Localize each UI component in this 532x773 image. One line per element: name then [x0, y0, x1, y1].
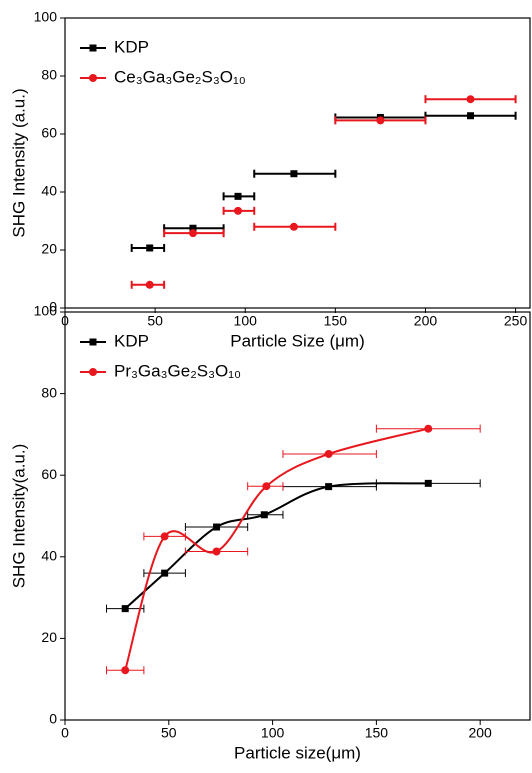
- y-tick-label: 0: [49, 711, 57, 727]
- marker: [325, 483, 333, 491]
- x-tick-label: 100: [234, 313, 258, 329]
- legend-label: KDP: [114, 37, 149, 56]
- legend-label: Pr₃Ga₃Ge₂S₃O₁₀: [114, 361, 241, 380]
- marker: [121, 666, 130, 675]
- marker: [466, 95, 475, 104]
- marker: [424, 424, 433, 433]
- legend-label: KDP: [114, 331, 149, 350]
- x-tick-label: 150: [365, 725, 389, 741]
- marker: [189, 224, 197, 232]
- y-tick-label: 100: [34, 9, 58, 25]
- y-tick-label: 0: [49, 299, 57, 315]
- x-tick-label: 150: [324, 313, 348, 329]
- y-axis-title: SHG Intensity(a.u.): [9, 444, 28, 589]
- plot-frame: [64, 311, 531, 721]
- marker: [146, 244, 154, 252]
- marker: [145, 280, 154, 289]
- marker: [290, 170, 298, 178]
- series-line: [124, 482, 429, 610]
- legend-marker: [89, 338, 97, 346]
- y-tick-label: 100: [34, 303, 58, 319]
- plot-frame: [64, 17, 531, 309]
- marker: [161, 569, 169, 577]
- y-tick-label: 40: [41, 183, 57, 199]
- marker: [424, 479, 432, 487]
- series-line: [124, 427, 429, 671]
- marker: [262, 482, 271, 491]
- y-tick-label: 20: [41, 241, 57, 257]
- x-tick-label: 200: [414, 313, 438, 329]
- y-tick-label: 80: [41, 67, 57, 83]
- x-tick-label: 100: [261, 725, 285, 741]
- y-tick-label: 60: [41, 125, 57, 141]
- x-axis-title: Particle Size (μm): [230, 331, 364, 350]
- y-tick-label: 40: [41, 548, 57, 564]
- y-tick-label: 80: [41, 384, 57, 400]
- y-tick-label: 20: [41, 629, 57, 645]
- x-tick-label: 50: [161, 725, 177, 741]
- y-tick-label: 60: [41, 466, 57, 482]
- marker: [188, 229, 197, 238]
- y-axis-title: SHG Intensity (a.u.): [9, 88, 28, 237]
- x-tick-label: 0: [61, 725, 69, 741]
- x-tick-label: 50: [147, 313, 163, 329]
- marker: [213, 523, 221, 531]
- x-tick-label: 250: [504, 313, 528, 329]
- marker: [212, 547, 221, 556]
- marker: [467, 112, 475, 120]
- legend-marker: [89, 368, 97, 376]
- marker: [121, 605, 129, 613]
- legend-label: Ce₃Ga₃Ge₂S₃O₁₀: [114, 67, 246, 86]
- x-tick-label: 200: [468, 725, 492, 741]
- marker: [376, 116, 385, 125]
- legend-marker: [89, 74, 97, 82]
- marker: [289, 222, 298, 231]
- marker: [160, 532, 169, 541]
- marker: [260, 511, 268, 519]
- marker: [324, 449, 333, 458]
- legend-marker: [89, 44, 97, 52]
- marker: [234, 206, 243, 215]
- x-axis-title: Particle size(μm): [234, 743, 361, 762]
- marker: [234, 192, 242, 200]
